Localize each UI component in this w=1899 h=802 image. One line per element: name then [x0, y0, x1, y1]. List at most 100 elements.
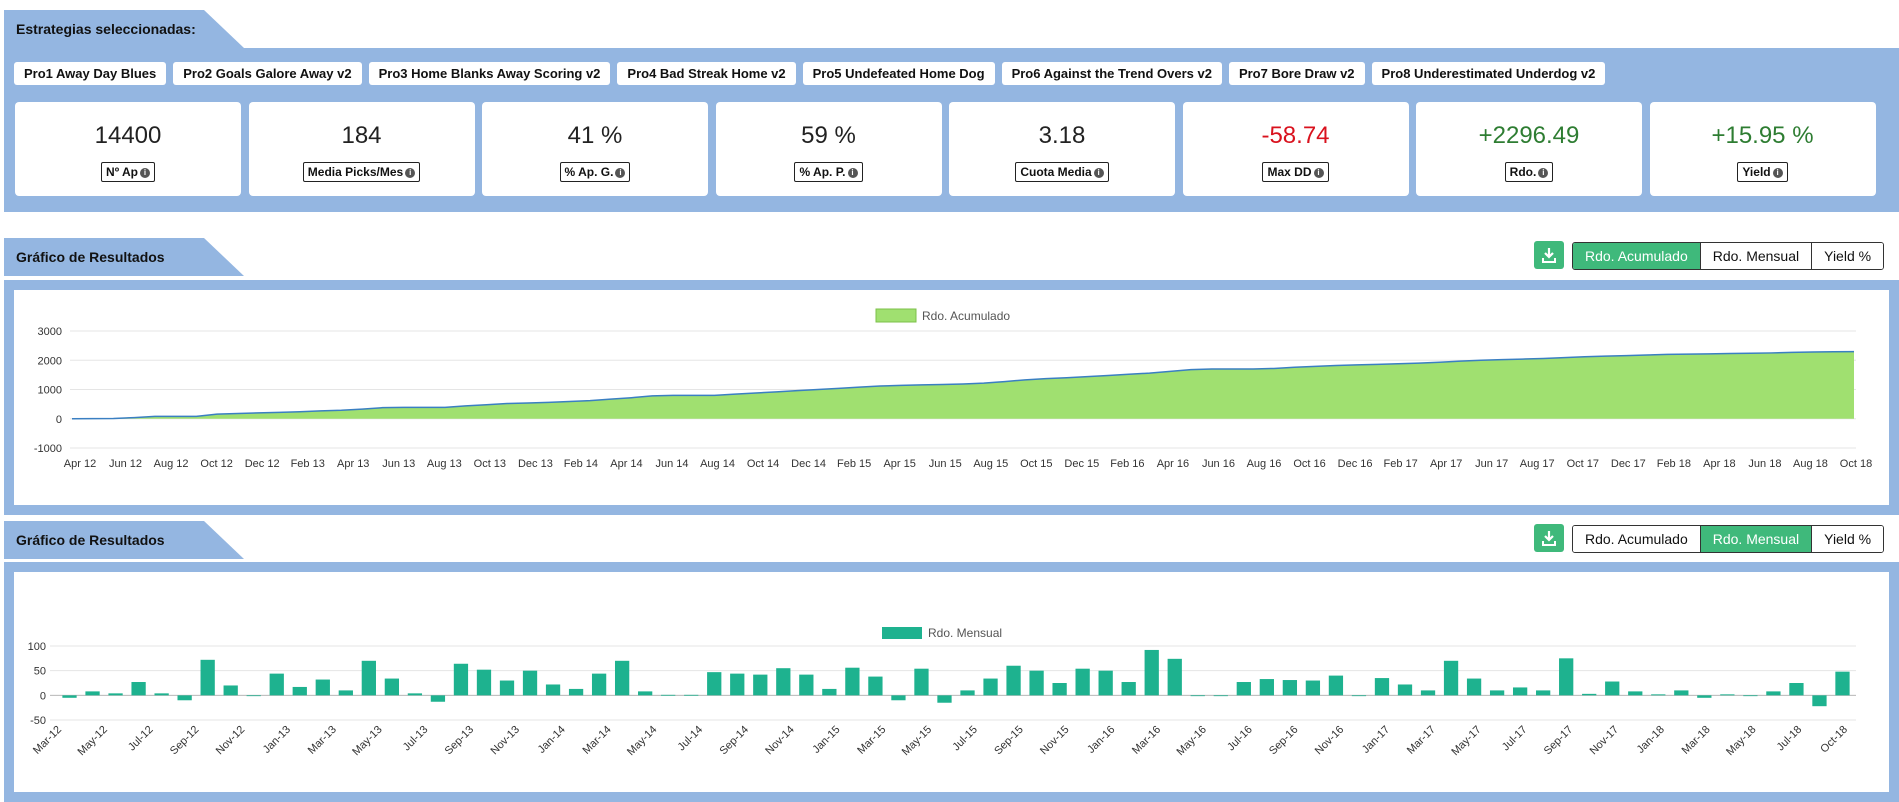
x-tick-label: Apr 12: [64, 458, 96, 470]
x-tick-label: Dec 16: [1338, 458, 1373, 470]
bar: [591, 673, 607, 696]
info-icon[interactable]: i: [1772, 167, 1783, 178]
info-icon[interactable]: i: [139, 167, 150, 178]
toggle-monthly-button[interactable]: Rdo. Mensual: [1699, 526, 1812, 552]
x-tick-label: Sep-15: [992, 724, 1026, 758]
strategy-chip[interactable]: Pro2 Goals Galore Away v2: [173, 62, 362, 85]
y-tick-label: 50: [34, 666, 46, 678]
download-button-2[interactable]: [1534, 524, 1564, 552]
x-tick-label: Nov-13: [489, 724, 523, 758]
bar: [891, 695, 906, 701]
info-icon[interactable]: i: [847, 167, 858, 178]
chart-mode-toggle-1[interactable]: Rdo. Acumulado Rdo. Mensual Yield %: [1572, 242, 1885, 270]
x-tick-label: Jul-14: [676, 724, 706, 754]
bar: [1789, 683, 1804, 696]
x-tick-label: Dec 13: [518, 458, 553, 470]
results-title-1: Gráfico de Resultados: [16, 249, 165, 265]
x-tick-label: May-12: [75, 724, 109, 758]
x-tick-label: Jun 12: [109, 458, 142, 470]
x-tick-label: Oct 16: [1293, 458, 1325, 470]
stat-card: 3.18 Cuota Media i: [949, 102, 1175, 196]
strategy-chip[interactable]: Pro4 Bad Streak Home v2: [617, 62, 796, 85]
strategy-chip[interactable]: Pro8 Underestimated Underdog v2: [1371, 62, 1606, 85]
bar: [1167, 658, 1182, 696]
toggle-cumulative-button[interactable]: Rdo. Acumulado: [1573, 243, 1700, 269]
bar: [62, 695, 77, 698]
x-tick-label: Mar-16: [1130, 724, 1163, 757]
x-tick-label: Nov-15: [1038, 724, 1072, 758]
x-tick-label: Oct-18: [1818, 724, 1850, 756]
x-tick-label: Aug 16: [1247, 458, 1282, 470]
bar: [1466, 678, 1482, 696]
stat-label[interactable]: Media Picks/Mes i: [302, 162, 421, 182]
y-tick-label: 100: [28, 641, 46, 653]
results-header-tab-1: Gráfico de Resultados: [4, 238, 244, 276]
x-tick-label: Feb 16: [1110, 458, 1144, 470]
strategies-header-tab: Estrategias seleccionadas:: [4, 10, 244, 48]
x-tick-label: Jun 17: [1475, 458, 1508, 470]
y-tick-label: 2000: [38, 355, 62, 367]
toggle-cumulative-button[interactable]: Rdo. Acumulado: [1573, 526, 1700, 552]
bar: [522, 670, 538, 696]
bar: [1536, 690, 1551, 696]
stat-label[interactable]: Cuota Media i: [1015, 162, 1109, 182]
stat-label[interactable]: Yield i: [1737, 162, 1788, 182]
x-tick-label: Feb 14: [564, 458, 598, 470]
x-tick-label: May-13: [350, 724, 384, 758]
toggle-monthly-button[interactable]: Rdo. Mensual: [1699, 243, 1812, 269]
strategy-chip[interactable]: Pro7 Bore Draw v2: [1228, 62, 1365, 85]
x-tick-label: Sep-16: [1267, 724, 1301, 758]
bar: [361, 660, 376, 696]
x-tick-label: Nov-17: [1588, 724, 1622, 758]
x-tick-label: Oct 17: [1567, 458, 1599, 470]
stat-value: 41 %: [567, 122, 623, 149]
info-icon[interactable]: i: [405, 167, 416, 178]
stat-label[interactable]: % Ap. P. i: [794, 162, 863, 182]
bar: [223, 685, 238, 696]
bar: [983, 678, 998, 696]
bar: [914, 668, 929, 696]
bar: [1098, 670, 1113, 696]
x-tick-label: Aug 14: [700, 458, 735, 470]
bar: [1489, 690, 1505, 696]
bar: [684, 694, 699, 696]
x-tick-label: Sep-13: [443, 724, 477, 758]
strategy-chip[interactable]: Pro1 Away Day Blues: [14, 62, 167, 85]
x-tick-label: Apr 14: [610, 458, 642, 470]
bar: [1282, 680, 1298, 696]
x-tick-label: Jan-17: [1360, 724, 1392, 756]
x-tick-label: May-15: [900, 724, 934, 758]
x-tick-label: Dec 17: [1611, 458, 1646, 470]
chart-mode-toggle-2[interactable]: Rdo. Acumulado Rdo. Mensual Yield %: [1572, 525, 1885, 553]
strategy-chip[interactable]: Pro6 Against the Trend Overs v2: [1001, 62, 1222, 85]
stat-value: 3.18: [1038, 122, 1086, 149]
strategy-chip[interactable]: Pro5 Undefeated Home Dog: [802, 62, 995, 85]
x-tick-label: Apr 15: [883, 458, 915, 470]
info-icon[interactable]: i: [615, 167, 626, 178]
download-button-1[interactable]: [1534, 241, 1564, 269]
bar: [1559, 658, 1574, 696]
strategy-chip[interactable]: Pro3 Home Blanks Away Scoring v2: [368, 62, 611, 85]
stat-label[interactable]: Rdo. i: [1504, 162, 1554, 182]
info-icon[interactable]: i: [1538, 167, 1549, 178]
results-header-tab-2: Gráfico de Resultados: [4, 521, 244, 559]
stat-label[interactable]: Max DD i: [1262, 162, 1329, 182]
stat-label[interactable]: % Ap. G. i: [559, 162, 631, 182]
toggle-yield-button[interactable]: Yield %: [1811, 243, 1884, 269]
stat-card: +15.95 % Yield i: [1649, 102, 1876, 196]
toggle-yield-button[interactable]: Yield %: [1811, 526, 1884, 552]
info-icon[interactable]: i: [1313, 167, 1324, 178]
bar: [1443, 660, 1459, 696]
y-tick-label: 0: [56, 414, 62, 426]
bar: [845, 667, 860, 696]
y-tick-label: -1000: [34, 443, 62, 455]
x-tick-label: Apr 18: [1703, 458, 1735, 470]
bar: [200, 659, 215, 696]
stat-label[interactable]: Nº Ap i: [101, 162, 155, 182]
bar: [1259, 679, 1274, 696]
x-tick-label: Dec 12: [245, 458, 280, 470]
x-tick-label: May-17: [1449, 724, 1483, 758]
info-icon[interactable]: i: [1093, 167, 1104, 178]
legend-label: Rdo. Acumulado: [922, 309, 1010, 323]
bar: [661, 694, 676, 696]
